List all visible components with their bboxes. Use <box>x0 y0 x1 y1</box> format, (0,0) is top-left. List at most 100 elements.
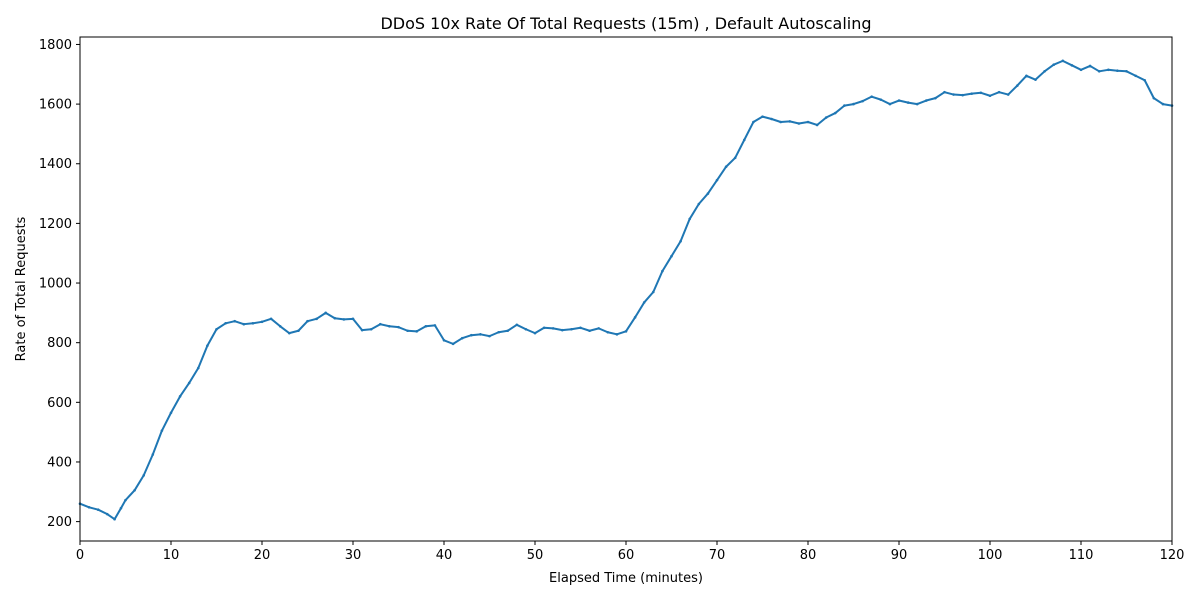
data-point <box>906 101 910 104</box>
data-point <box>224 322 227 325</box>
data-point <box>251 322 255 325</box>
x-tick-label: 110 <box>1069 548 1094 563</box>
data-point <box>242 322 246 326</box>
data-point <box>342 318 346 321</box>
data-point <box>952 93 955 96</box>
data-point <box>288 331 291 335</box>
data-point <box>1079 68 1083 72</box>
data-point <box>715 178 719 182</box>
series-line <box>79 59 1173 521</box>
data-point <box>124 498 127 502</box>
x-tick-label: 70 <box>709 548 726 563</box>
data-point <box>988 94 992 98</box>
data-point <box>761 115 764 118</box>
data-point <box>206 344 209 347</box>
data-point <box>925 99 928 102</box>
data-point <box>113 517 116 521</box>
data-point <box>606 330 610 334</box>
data-point <box>843 104 846 107</box>
data-point <box>679 239 682 243</box>
data-point <box>1161 102 1165 106</box>
data-point <box>87 506 91 509</box>
data-point <box>588 329 591 333</box>
data-point <box>233 319 236 323</box>
y-tick-label: 1200 <box>39 217 72 232</box>
data-point <box>633 316 637 319</box>
x-axis-ticks: 0 10 20 30 40 50 60 70 80 90 100 110 120 <box>76 541 1185 563</box>
data-point <box>834 111 837 115</box>
data-point <box>324 311 328 315</box>
data-point <box>379 322 382 326</box>
data-point <box>806 120 810 124</box>
data-point <box>1143 78 1146 82</box>
data-point <box>934 96 937 100</box>
data-point <box>524 327 528 331</box>
data-point <box>888 102 892 106</box>
data-point <box>1016 84 1019 87</box>
data-point <box>351 317 355 321</box>
x-tick-label: 60 <box>618 548 635 563</box>
data-point <box>670 254 673 258</box>
data-point <box>915 102 919 106</box>
data-point <box>415 330 419 333</box>
data-point <box>119 506 123 510</box>
data-point <box>142 474 145 477</box>
data-point <box>297 329 300 333</box>
data-point <box>515 323 519 327</box>
data-point <box>306 319 309 323</box>
data-point <box>106 512 109 516</box>
y-tick-label: 600 <box>47 396 72 411</box>
x-tick-label: 90 <box>891 548 908 563</box>
data-point <box>260 320 264 324</box>
y-tick-label: 1400 <box>39 157 72 172</box>
data-point <box>697 202 701 206</box>
y-tick-label: 200 <box>47 515 72 530</box>
data-point <box>624 330 628 333</box>
data-point <box>724 165 728 169</box>
series-layer <box>78 59 1174 521</box>
y-axis-ticks: 200 400 600 800 1000 1200 1400 1600 1800 <box>39 38 80 530</box>
data-point <box>1116 69 1119 72</box>
data-point <box>442 338 446 342</box>
data-point <box>497 330 500 334</box>
x-tick-label: 120 <box>1160 548 1185 563</box>
data-point <box>861 99 864 103</box>
data-point <box>1070 64 1074 67</box>
data-point <box>479 333 482 336</box>
data-point <box>815 123 819 127</box>
data-point <box>788 120 792 123</box>
data-point <box>315 317 318 321</box>
data-point <box>1152 96 1156 100</box>
data-point <box>1061 59 1065 63</box>
data-point <box>151 453 155 456</box>
data-point <box>269 317 273 321</box>
data-point <box>879 98 883 101</box>
data-point <box>615 333 619 336</box>
data-point <box>187 381 191 385</box>
data-point <box>897 99 901 102</box>
data-point <box>961 93 964 97</box>
data-point <box>979 91 983 95</box>
data-point <box>561 328 564 332</box>
y-tick-label: 1800 <box>39 38 72 53</box>
data-point <box>652 290 655 294</box>
data-point <box>160 429 164 432</box>
data-point <box>533 331 537 335</box>
x-tick-label: 20 <box>254 548 271 563</box>
x-tick-label: 100 <box>978 548 1003 563</box>
x-axis-label: Elapsed Time (minutes) <box>549 571 703 586</box>
data-point <box>743 138 746 142</box>
data-point <box>1052 63 1055 67</box>
data-point <box>551 327 555 330</box>
data-point <box>278 324 282 328</box>
data-point <box>852 102 855 106</box>
data-point <box>1025 74 1028 78</box>
y-tick-label: 400 <box>47 455 72 470</box>
data-point <box>470 333 473 337</box>
data-point <box>1125 70 1128 73</box>
y-axis-label: Rate of Total Requests <box>14 216 29 361</box>
data-point <box>688 217 691 221</box>
data-point <box>388 324 391 328</box>
x-tick-label: 30 <box>345 548 362 563</box>
